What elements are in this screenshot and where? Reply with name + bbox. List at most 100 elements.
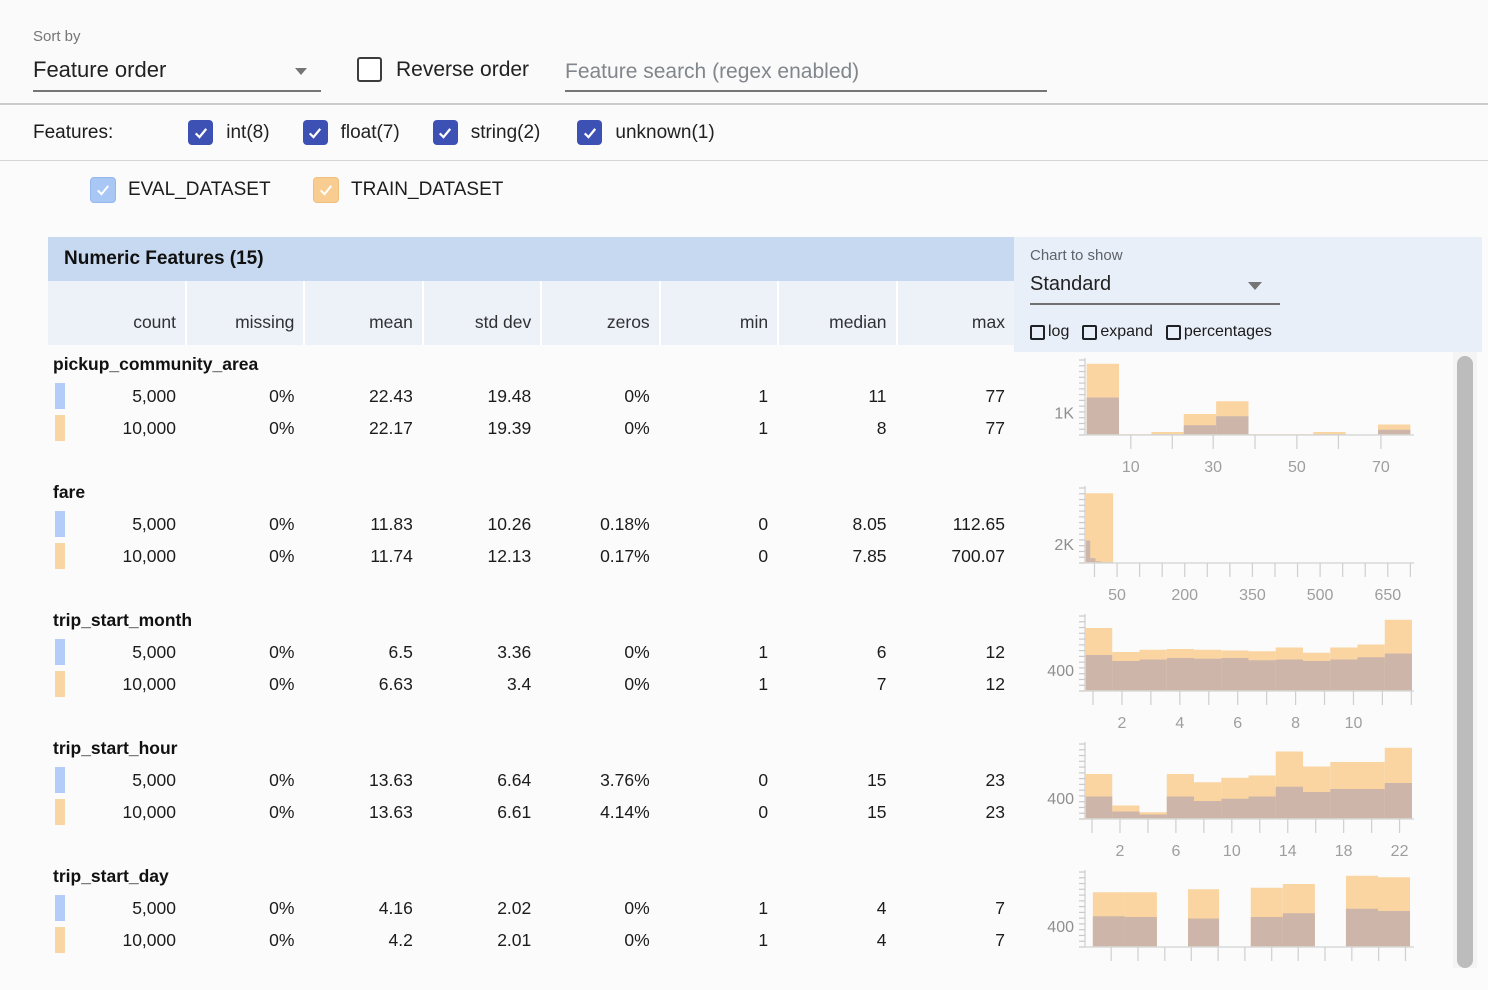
percentages-option[interactable]: percentages (1166, 323, 1272, 341)
filter-float[interactable]: float(7) (303, 120, 400, 145)
stat-max: 23 (896, 796, 1014, 828)
svg-text:18: 18 (1335, 843, 1353, 860)
stat-missing: 0% (185, 508, 303, 540)
log-checkbox[interactable] (1030, 325, 1045, 340)
stat-min: 0 (659, 796, 777, 828)
stats-column-header: countmissingmeanstd devzerosminmedianmax (48, 281, 1014, 345)
stat-missing: 0% (185, 668, 303, 700)
stat-mean: 4.16 (303, 892, 421, 924)
stat-max: 7 (896, 924, 1014, 956)
stat-missing: 0% (185, 892, 303, 924)
stat-zeros: 0% (540, 892, 658, 924)
eval-marker (55, 767, 65, 793)
sort-order-dropdown[interactable]: Feature order (33, 54, 321, 92)
svg-text:400: 400 (1047, 791, 1074, 808)
stat-row-eval: 5,0000%4.162.020%147 (48, 892, 1014, 924)
histogram-trip_start_month: 400246810 (1040, 608, 1420, 732)
feature-search-input[interactable] (565, 54, 1047, 92)
stat-row-eval: 5,0000%22.4319.480%11177 (48, 380, 1014, 412)
chart-type-dropdown[interactable]: Standard (1030, 269, 1280, 305)
stat-std-dev: 6.64 (422, 764, 540, 796)
expand-option[interactable]: expand (1082, 323, 1153, 341)
svg-text:50: 50 (1288, 459, 1306, 476)
svg-text:70: 70 (1372, 459, 1390, 476)
eval-dataset-checkbox[interactable] (90, 177, 116, 203)
stat-count: 10,000 (48, 924, 185, 956)
eval-dataset-label: EVAL_DATASET (128, 179, 271, 201)
histogram-trip_start_hour: 4002610141822 (1040, 736, 1420, 860)
histogram-pickup_community_area: 1K10305070 (1040, 352, 1420, 476)
eval-marker (55, 383, 65, 409)
numeric-features-title: Numeric Features (15) (64, 248, 264, 270)
feature-block-fare: fare5,0000%11.8310.260.18%08.05112.6510,… (48, 478, 1482, 606)
float-checkbox[interactable] (303, 120, 328, 145)
stat-std-dev: 10.26 (422, 508, 540, 540)
percentages-checkbox[interactable] (1166, 325, 1181, 340)
scrollbar-thumb[interactable] (1457, 356, 1473, 968)
stat-zeros: 4.14% (540, 796, 658, 828)
chevron-down-icon (295, 68, 307, 75)
filter-unknown-label: unknown(1) (615, 122, 714, 144)
stat-std-dev: 3.36 (422, 636, 540, 668)
chevron-down-icon (1248, 282, 1262, 290)
svg-text:6: 6 (1171, 843, 1180, 860)
stat-min: 1 (659, 380, 777, 412)
expand-checkbox[interactable] (1082, 325, 1097, 340)
stat-median: 11 (777, 380, 895, 412)
stat-missing: 0% (185, 412, 303, 444)
stat-count: 5,000 (48, 508, 185, 540)
stat-mean: 6.63 (303, 668, 421, 700)
svg-text:50: 50 (1108, 587, 1126, 604)
stat-mean: 13.63 (303, 796, 421, 828)
stat-std-dev: 2.01 (422, 924, 540, 956)
stat-row-eval: 5,0000%11.8310.260.18%08.05112.65 (48, 508, 1014, 540)
svg-text:650: 650 (1374, 587, 1401, 604)
filter-unknown[interactable]: unknown(1) (577, 120, 714, 145)
col-min: min (659, 281, 777, 345)
stat-zeros: 0.18% (540, 508, 658, 540)
stat-row-train: 10,0000%22.1719.390%1877 (48, 412, 1014, 444)
log-option[interactable]: log (1030, 323, 1069, 341)
stat-mean: 6.5 (303, 636, 421, 668)
feature-name: pickup_community_area (53, 350, 258, 378)
stat-std-dev: 2.02 (422, 892, 540, 924)
stat-mean: 11.83 (303, 508, 421, 540)
stat-std-dev: 6.61 (422, 796, 540, 828)
filter-int[interactable]: int(8) (188, 120, 269, 145)
col-count: count (48, 281, 185, 345)
stat-mean: 22.17 (303, 412, 421, 444)
dataset-legend: EVAL_DATASET TRAIN_DATASET (0, 176, 1488, 206)
stat-max: 77 (896, 380, 1014, 412)
stat-count: 5,000 (48, 764, 185, 796)
sort-by-label: Sort by (33, 28, 81, 45)
stat-mean: 4.2 (303, 924, 421, 956)
feature-name: trip_start_day (53, 862, 169, 890)
col-std-dev: std dev (422, 281, 540, 345)
stat-min: 0 (659, 508, 777, 540)
stat-median: 15 (777, 796, 895, 828)
col-max: max (896, 281, 1014, 345)
string-checkbox[interactable] (433, 120, 458, 145)
stat-zeros: 0% (540, 412, 658, 444)
int-checkbox[interactable] (188, 120, 213, 145)
train-dataset-checkbox[interactable] (313, 177, 339, 203)
train-marker (55, 799, 65, 825)
svg-text:8: 8 (1291, 715, 1300, 732)
eval-marker (55, 639, 65, 665)
svg-text:2: 2 (1116, 843, 1125, 860)
stat-median: 7.85 (777, 540, 895, 572)
stat-min: 1 (659, 412, 777, 444)
stat-count: 10,000 (48, 540, 185, 572)
train-marker (55, 927, 65, 953)
filter-string-label: string(2) (471, 122, 541, 144)
filter-string[interactable]: string(2) (433, 120, 541, 145)
svg-text:10: 10 (1223, 843, 1241, 860)
stat-std-dev: 12.13 (422, 540, 540, 572)
train-marker (55, 543, 65, 569)
eval-dataset-toggle[interactable]: EVAL_DATASET (90, 177, 271, 203)
reverse-order-checkbox[interactable] (357, 57, 382, 82)
unknown-checkbox[interactable] (577, 120, 602, 145)
train-dataset-toggle[interactable]: TRAIN_DATASET (313, 177, 503, 203)
train-dataset-label: TRAIN_DATASET (351, 179, 503, 201)
stat-missing: 0% (185, 796, 303, 828)
